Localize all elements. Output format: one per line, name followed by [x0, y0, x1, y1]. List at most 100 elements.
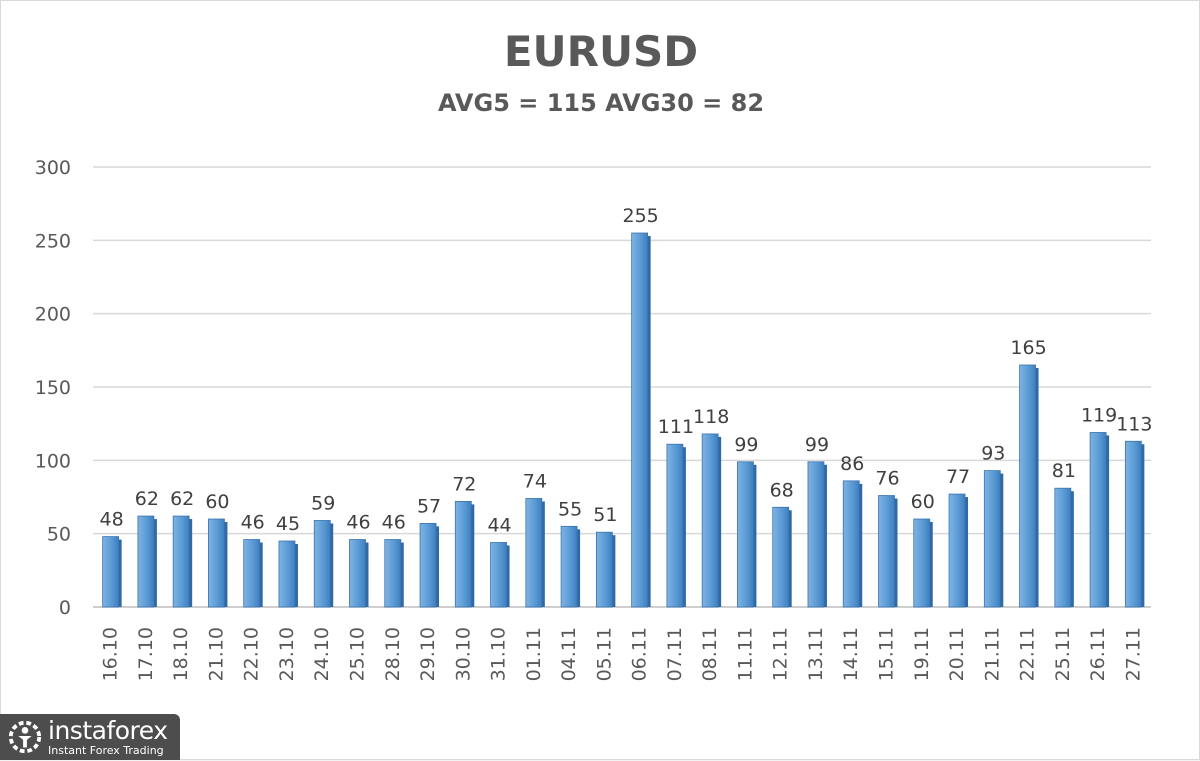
x-tick-label: 23.10 [276, 627, 298, 681]
x-tick-label: 28.10 [382, 627, 404, 681]
x-tick-label: 25.11 [1052, 627, 1074, 681]
data-label: 44 [487, 514, 511, 536]
y-tick-label: 50 [47, 524, 71, 546]
bar-side [1035, 368, 1039, 607]
bar [807, 461, 825, 608]
bar-side [506, 545, 510, 607]
bar-side [577, 529, 581, 607]
x-tick-label: 22.11 [1017, 627, 1039, 681]
chart-subtitle: AVG5 = 115 AVG30 = 82 [437, 89, 765, 117]
data-label: 57 [417, 495, 441, 517]
bar-side [1070, 491, 1074, 607]
bar [913, 518, 931, 608]
x-tick-label: 19.11 [911, 627, 933, 681]
x-tick-label: 04.11 [558, 627, 580, 681]
bar [560, 525, 578, 608]
bar-side [294, 544, 298, 607]
bar-side [965, 497, 969, 607]
bar-side [682, 447, 686, 607]
x-tick-label: 06.11 [629, 627, 651, 681]
x-tick-label: 01.11 [523, 627, 545, 681]
bar-side [1106, 435, 1110, 607]
data-label: 77 [946, 466, 970, 488]
bar [878, 495, 895, 608]
y-tick-label: 150 [35, 377, 71, 399]
data-label: 76 [875, 468, 899, 490]
data-label: 113 [1116, 413, 1152, 435]
bar-side [153, 519, 157, 607]
bar [595, 531, 613, 608]
bar-side [1000, 473, 1004, 607]
bar [490, 542, 507, 608]
bar [1124, 440, 1142, 608]
data-label: 45 [276, 513, 300, 535]
gear-figure-icon [8, 720, 42, 754]
bar-side [823, 464, 827, 607]
bar [454, 500, 472, 608]
bar-side [118, 539, 122, 607]
x-tick-label: 21.11 [981, 627, 1003, 681]
data-label: 93 [981, 443, 1005, 465]
x-tick-label: 05.11 [593, 627, 615, 681]
bar [349, 539, 366, 608]
x-tick-label: 24.10 [311, 627, 333, 681]
bar-side [471, 504, 475, 607]
bar-side [436, 526, 440, 607]
x-tick-label: 30.10 [452, 627, 474, 681]
bar-side [929, 522, 933, 607]
x-tick-label: 08.11 [699, 627, 721, 681]
data-label: 46 [382, 512, 406, 534]
bar [983, 470, 1001, 608]
bar [243, 539, 261, 608]
bar [631, 232, 649, 608]
logo-tagline: Instant Forex Trading [48, 744, 164, 757]
data-label: 118 [693, 406, 729, 428]
bar [737, 461, 754, 608]
data-label: 68 [770, 479, 794, 501]
data-label: 51 [593, 504, 617, 526]
y-tick-label: 300 [35, 157, 71, 179]
data-label: 255 [623, 205, 659, 227]
data-label: 119 [1081, 404, 1117, 426]
bar-side [859, 483, 863, 607]
bar-side [365, 542, 369, 607]
data-label: 60 [911, 491, 935, 513]
bar [525, 498, 543, 608]
bar [1089, 432, 1107, 608]
bar-side [400, 542, 404, 607]
bar [102, 536, 120, 608]
x-tick-label: 21.10 [205, 627, 227, 681]
data-label: 81 [1052, 460, 1076, 482]
data-label: 99 [734, 434, 758, 456]
data-label: 165 [1010, 337, 1046, 359]
bar-side [647, 236, 651, 607]
y-tick-label: 0 [59, 597, 71, 619]
bar [772, 506, 790, 608]
y-tick-label: 100 [35, 450, 71, 472]
instaforex-logo: instaforex Instant Forex Trading [0, 714, 180, 760]
bar-side [224, 522, 228, 607]
bar [208, 518, 225, 608]
bar-side [612, 535, 616, 607]
data-label: 59 [311, 492, 335, 514]
x-tick-label: 27.11 [1122, 627, 1144, 681]
bar-side [718, 436, 722, 607]
bar [172, 515, 190, 608]
x-tick-label: 14.11 [840, 627, 862, 681]
bar [701, 433, 719, 608]
y-tick-label: 200 [35, 304, 71, 326]
data-label: 55 [558, 498, 582, 520]
bar [278, 540, 296, 608]
x-tick-label: 26.11 [1087, 627, 1109, 681]
data-label: 99 [805, 434, 829, 456]
x-tick-label: 17.10 [135, 627, 157, 681]
data-label: 48 [100, 509, 124, 531]
x-tick-label: 16.10 [100, 627, 122, 681]
bar [419, 523, 437, 608]
bar [842, 480, 860, 608]
bar [1019, 364, 1036, 608]
data-label: 60 [205, 491, 229, 513]
x-tick-label: 29.10 [417, 627, 439, 681]
